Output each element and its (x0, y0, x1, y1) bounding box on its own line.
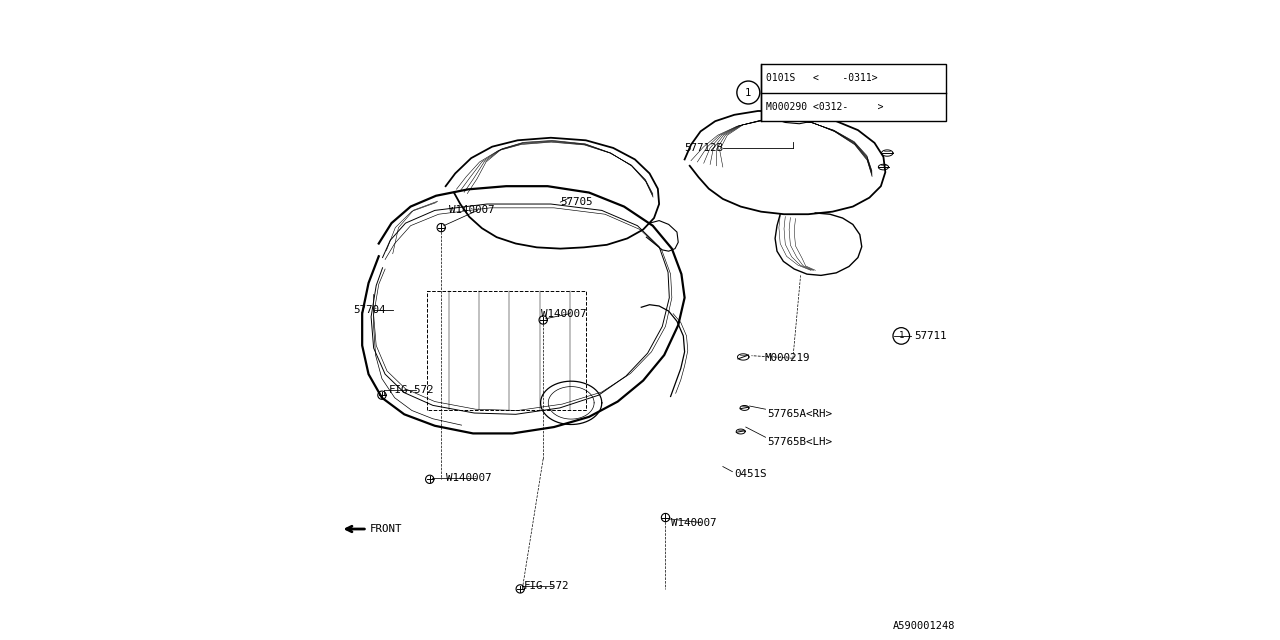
Text: 1: 1 (899, 332, 904, 340)
Text: W140007: W140007 (449, 205, 494, 216)
Text: 57705: 57705 (561, 197, 593, 207)
Text: 57765B<LH>: 57765B<LH> (768, 437, 832, 447)
FancyBboxPatch shape (762, 64, 946, 121)
Text: 0101S   <    -0311>: 0101S < -0311> (767, 73, 878, 83)
Text: FRONT: FRONT (370, 524, 402, 534)
Text: M000219: M000219 (764, 353, 810, 364)
Text: W140007: W140007 (671, 518, 716, 527)
Text: A590001248: A590001248 (893, 621, 955, 631)
Text: W140007: W140007 (541, 308, 586, 319)
Text: 57711: 57711 (914, 331, 946, 341)
Text: 1: 1 (745, 88, 751, 97)
Text: FIG.572: FIG.572 (524, 581, 570, 591)
Text: M000290 <0312-     >: M000290 <0312- > (767, 102, 883, 112)
Text: FIG.572: FIG.572 (388, 385, 434, 395)
Text: 57765A<RH>: 57765A<RH> (768, 410, 832, 419)
Text: 0451S: 0451S (735, 469, 767, 479)
Text: W140007: W140007 (445, 473, 492, 483)
Text: 57704: 57704 (353, 305, 385, 316)
Text: 57712B: 57712B (685, 143, 723, 153)
